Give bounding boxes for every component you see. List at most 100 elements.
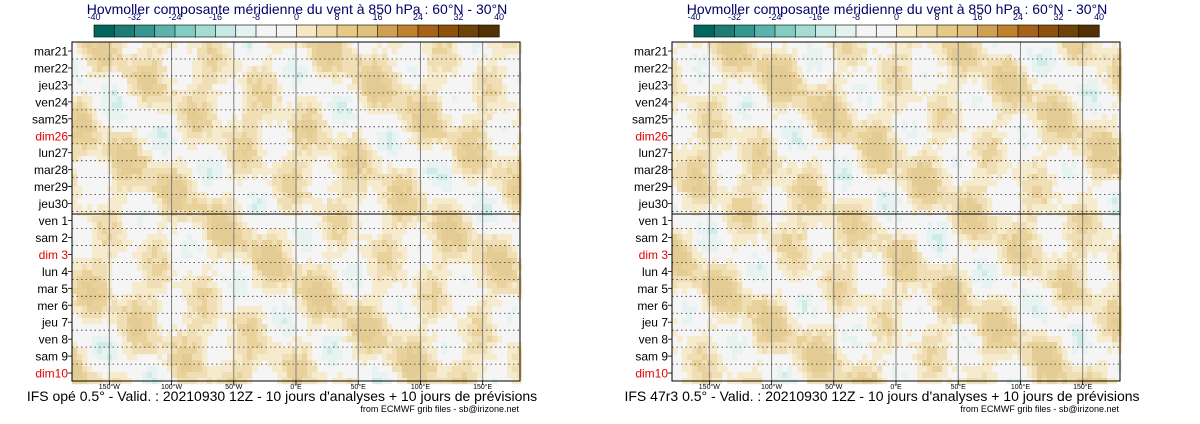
- field-cell: [427, 108, 433, 115]
- field-cell: [92, 228, 98, 235]
- field-cell: [807, 84, 813, 91]
- field-cell: [352, 48, 358, 55]
- field-cell: [502, 246, 508, 253]
- field-cell: [972, 72, 978, 79]
- field-cell: [937, 84, 943, 91]
- field-cell: [262, 282, 268, 289]
- field-cell: [792, 126, 798, 133]
- field-cell: [162, 270, 168, 277]
- field-cell: [187, 354, 193, 361]
- field-cell: [772, 156, 778, 163]
- field-cell: [747, 174, 753, 181]
- field-cell: [877, 126, 883, 133]
- field-cell: [497, 42, 503, 49]
- field-cell: [472, 366, 478, 373]
- field-cell: [467, 222, 473, 229]
- field-cell: [322, 150, 328, 157]
- field-cell: [177, 162, 183, 169]
- field-cell: [357, 144, 363, 151]
- field-cell: [72, 258, 78, 265]
- field-cell: [957, 114, 963, 121]
- field-cell: [377, 180, 383, 187]
- field-cell: [247, 336, 253, 343]
- field-cell: [512, 264, 518, 271]
- field-cell: [82, 54, 88, 61]
- field-cell: [72, 294, 78, 301]
- field-cell: [282, 42, 288, 49]
- field-cell: [137, 186, 143, 193]
- field-cell: [472, 132, 478, 139]
- field-cell: [87, 42, 93, 49]
- field-cell: [332, 294, 338, 301]
- field-cell: [307, 102, 313, 109]
- field-cell: [687, 150, 693, 157]
- field-cell: [277, 354, 283, 361]
- field-cell: [217, 168, 223, 175]
- field-cell: [447, 120, 453, 127]
- field-cell: [352, 234, 358, 241]
- field-cell: [482, 342, 488, 349]
- field-cell: [1037, 60, 1043, 67]
- field-cell: [312, 372, 318, 379]
- field-cell: [327, 294, 333, 301]
- field-cell: [772, 84, 778, 91]
- field-cell: [477, 336, 483, 343]
- field-cell: [897, 138, 903, 145]
- field-cell: [787, 66, 793, 73]
- field-cell: [212, 240, 218, 247]
- field-cell: [417, 354, 423, 361]
- field-cell: [347, 276, 353, 283]
- field-cell: [207, 252, 213, 259]
- field-cell: [352, 132, 358, 139]
- field-cell: [332, 144, 338, 151]
- field-cell: [1027, 54, 1033, 61]
- field-cell: [692, 108, 698, 115]
- field-cell: [272, 312, 278, 319]
- field-cell: [362, 348, 368, 355]
- field-cell: [797, 66, 803, 73]
- field-cell: [287, 186, 293, 193]
- field-cell: [97, 252, 103, 259]
- field-cell: [252, 318, 258, 325]
- field-cell: [382, 228, 388, 235]
- field-cell: [872, 156, 878, 163]
- field-cell: [187, 210, 193, 217]
- field-cell: [347, 54, 353, 61]
- field-cell: [87, 204, 93, 211]
- field-cell: [902, 168, 908, 175]
- field-cell: [142, 210, 148, 217]
- field-cell: [482, 240, 488, 247]
- field-cell: [122, 132, 128, 139]
- field-cell: [432, 312, 438, 319]
- field-cell: [297, 126, 303, 133]
- field-cell: [1032, 114, 1038, 121]
- field-cell: [157, 258, 163, 265]
- field-cell: [812, 48, 818, 55]
- field-cell: [232, 342, 238, 349]
- field-cell: [837, 174, 843, 181]
- field-cell: [272, 102, 278, 109]
- field-cell: [387, 198, 393, 205]
- field-cell: [967, 150, 973, 157]
- field-cell: [177, 90, 183, 97]
- field-cell: [252, 84, 258, 91]
- field-cell: [132, 354, 138, 361]
- field-cell: [387, 282, 393, 289]
- field-cell: [307, 240, 313, 247]
- field-cell: [82, 144, 88, 151]
- field-cell: [467, 252, 473, 259]
- field-cell: [342, 72, 348, 79]
- plot-frame: [71, 41, 521, 382]
- field-cell: [267, 234, 273, 241]
- field-cell: [842, 114, 848, 121]
- field-cell: [437, 138, 443, 145]
- field-cell: [212, 132, 218, 139]
- field-cell: [817, 174, 823, 181]
- field-cell: [102, 246, 108, 253]
- field-cell: [437, 312, 443, 319]
- field-cell: [947, 78, 953, 85]
- colorbar-bin: [1078, 24, 1100, 38]
- field-cell: [292, 84, 298, 91]
- field-cell: [702, 132, 708, 139]
- field-cell: [362, 342, 368, 349]
